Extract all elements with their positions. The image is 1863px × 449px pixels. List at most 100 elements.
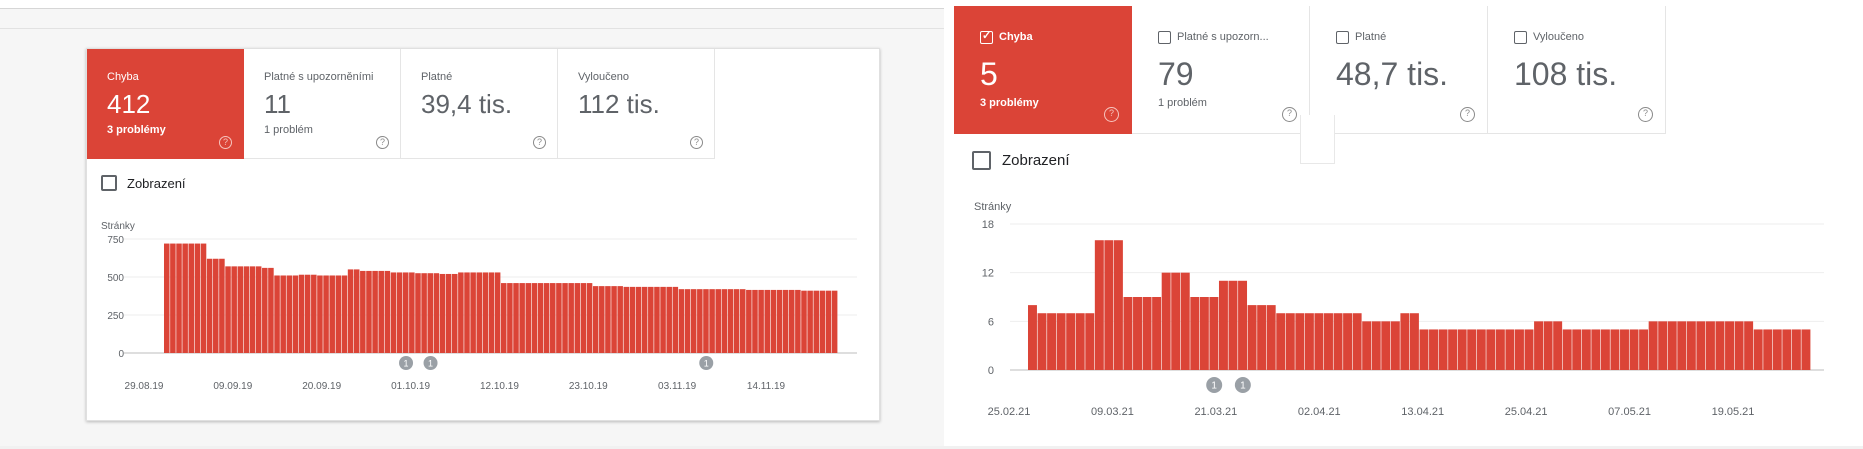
bar (1343, 313, 1353, 370)
bar (1152, 297, 1162, 370)
bar (464, 272, 470, 353)
bar (788, 289, 795, 353)
annotation-marker (399, 356, 414, 370)
excluded-checkbox[interactable] (1514, 31, 1527, 44)
help-icon[interactable]: ? (1282, 107, 1297, 122)
y-tick-label: 250 (107, 311, 124, 322)
right-tab-excluded[interactable]: Vyloučeno 108 tis. ? (1488, 6, 1666, 134)
bar (1600, 329, 1610, 370)
x-tick-label: 25.02.21 (988, 406, 1031, 418)
right-tab-valid-with-warnings[interactable]: Platné s upozorn... 79 1 problém ? (1132, 6, 1310, 134)
help-icon[interactable]: ? (690, 136, 703, 149)
bar (286, 275, 293, 353)
x-tick-label: 12.10.19 (480, 381, 519, 392)
bar (1285, 313, 1295, 370)
annotation-label: 1 (1211, 381, 1217, 392)
bar (586, 283, 593, 353)
y-tick-label: 12 (982, 268, 994, 280)
bar (1333, 313, 1343, 370)
help-icon[interactable]: ? (533, 136, 546, 149)
impressions-label: Zobrazení (1002, 152, 1070, 169)
right-tab-error[interactable]: ✓ Chyba 5 3 problémy ? (954, 6, 1132, 134)
left-tab-excluded[interactable]: Vyloučeno 112 tis. ? (558, 49, 715, 159)
tab-label: Platné s upozorněními (264, 71, 374, 83)
tab-value: 39,4 tis. (421, 89, 513, 119)
bar (727, 289, 734, 353)
bar (494, 272, 501, 353)
bar (304, 274, 311, 353)
left-impressions-toggle[interactable]: Zobrazení (101, 175, 186, 191)
tab-value: 412 (107, 89, 151, 119)
annotation-label: 1 (428, 359, 433, 369)
bar (1066, 313, 1076, 370)
tab-label: Chyba (107, 71, 139, 83)
bar (1744, 321, 1754, 370)
help-icon[interactable]: ? (1638, 107, 1653, 122)
bar (1457, 329, 1467, 370)
bar (764, 289, 770, 353)
valid-checkbox[interactable] (1336, 31, 1349, 44)
bar (1190, 297, 1200, 370)
impressions-checkbox[interactable] (972, 151, 991, 170)
bar (1257, 305, 1267, 370)
bar (813, 290, 820, 353)
y-tick-label: 18 (982, 219, 994, 231)
bar (1381, 321, 1391, 370)
bar (1438, 329, 1448, 370)
bar (1486, 329, 1496, 370)
bar (1371, 321, 1381, 370)
bar (1056, 313, 1066, 370)
left-pages-chart: Stránky 750 500 250 0 1 1 1 29.08.19 09.09.19 20.0… (101, 221, 857, 392)
bar (1725, 321, 1735, 370)
help-icon[interactable]: ? (1104, 107, 1119, 122)
bar (1180, 272, 1190, 370)
bar (323, 275, 329, 353)
annotation-label: 1 (1240, 381, 1246, 392)
bar (458, 272, 464, 353)
bar (366, 270, 372, 353)
bar (1409, 313, 1419, 370)
bar (672, 286, 679, 353)
bar (1667, 321, 1677, 370)
x-tick-label: 03.11.19 (658, 381, 697, 392)
bar (409, 272, 415, 353)
bar (311, 274, 317, 353)
left-tab-valid-with-warnings[interactable]: Platné s upozorněními 11 1 problém ? (244, 49, 401, 159)
bar (678, 289, 685, 353)
bar (513, 283, 519, 353)
bar (225, 266, 231, 353)
bar (592, 286, 599, 353)
impressions-checkbox[interactable] (101, 175, 117, 191)
right-impressions-toggle[interactable]: Zobrazení (972, 151, 1070, 170)
bar (170, 243, 176, 353)
bar (262, 267, 268, 353)
bar (1314, 313, 1324, 370)
bar (1266, 305, 1276, 370)
bar (690, 289, 697, 353)
bar (1419, 329, 1429, 370)
error-checkbox[interactable]: ✓ (980, 30, 993, 44)
left-tab-valid[interactable]: Platné 39,4 tis. ? (401, 49, 558, 159)
bar (770, 289, 777, 353)
bar (1304, 313, 1314, 370)
bar (623, 286, 630, 353)
left-tab-error[interactable]: Chyba 412 3 problémy ? (87, 49, 244, 159)
warnings-checkbox[interactable] (1158, 31, 1171, 44)
bar (298, 274, 305, 353)
bar (1495, 329, 1505, 370)
help-icon[interactable]: ? (1460, 107, 1475, 122)
x-tick-label: 01.10.19 (391, 381, 430, 392)
right-tab-valid[interactable]: Platné 48,7 tis. ? (1310, 6, 1488, 134)
bar (1476, 329, 1486, 370)
bar (1801, 329, 1811, 370)
bar (1591, 329, 1601, 370)
help-icon[interactable]: ? (219, 136, 232, 149)
tab-value: 79 (1158, 56, 1194, 92)
bar (200, 243, 207, 353)
bar (1113, 240, 1123, 370)
tab-label: Vyloučeno (1533, 31, 1584, 43)
tab-sub: 3 problémy (980, 97, 1039, 109)
bar (1543, 321, 1553, 370)
x-tick-label: 29.08.19 (125, 381, 164, 392)
help-icon[interactable]: ? (376, 136, 389, 149)
